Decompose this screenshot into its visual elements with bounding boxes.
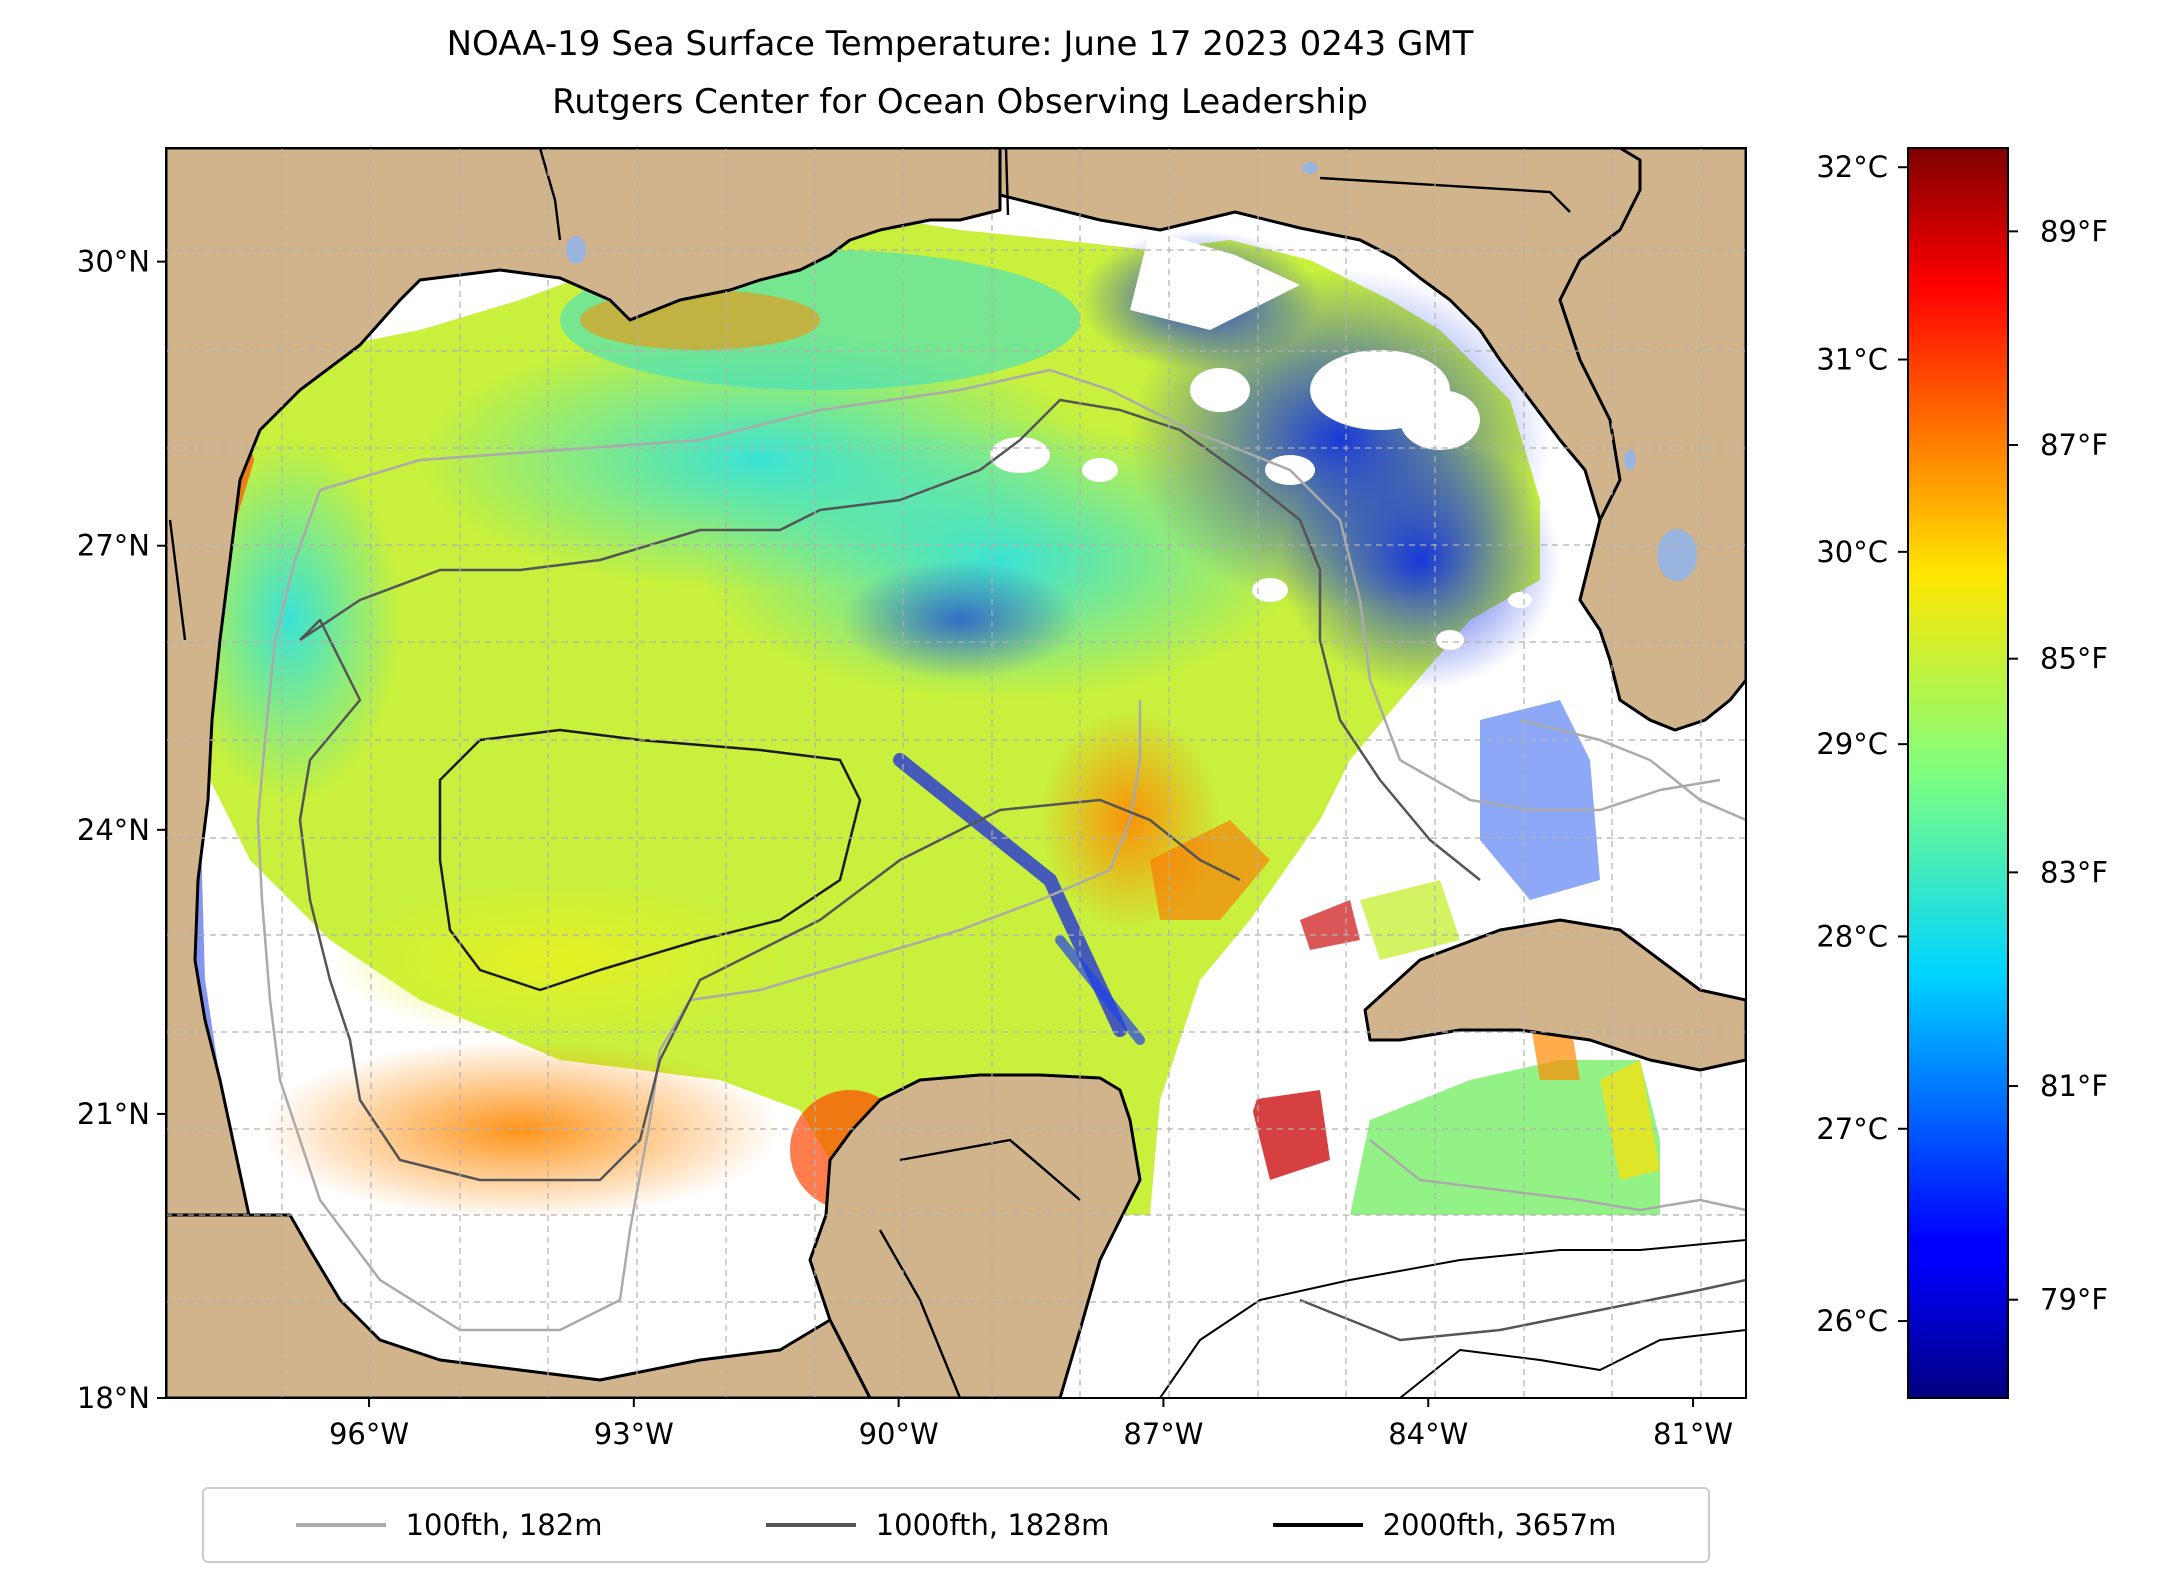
legend-item-1000fth: 1000fth, 1828m (765, 1508, 1110, 1542)
lat-tick-label: 18°N (77, 1381, 150, 1415)
legend-swatch-100fth (295, 1523, 386, 1527)
title-line-2: Rutgers Center for Ocean Observing Leade… (552, 82, 1368, 122)
boundaries (168, 148, 1571, 1398)
lat-tick-label: 27°N (77, 529, 150, 563)
title-line-1: NOAA-19 Sea Surface Temperature: June 17… (446, 24, 1474, 64)
legend-swatch-1000fth (765, 1523, 856, 1527)
lon-tick-label: 96°W (329, 1417, 409, 1451)
legend-item-2000fth: 2000fth, 3657m (1272, 1508, 1617, 1542)
celsius-tick-label: 29°C (1816, 727, 1888, 761)
land (166, 148, 1746, 1398)
fahrenheit-tick-label: 85°F (2040, 642, 2108, 676)
lon-tick-label: 90°W (859, 1417, 939, 1451)
map-frame (165, 147, 1747, 1399)
celsius-tick-label: 26°C (1816, 1304, 1888, 1338)
legend-swatch-2000fth (1272, 1523, 1363, 1527)
legend-label-1000fth: 1000fth, 1828m (875, 1508, 1110, 1542)
fahrenheit-tick-label: 79°F (2040, 1283, 2108, 1317)
lon-tick-label: 81°W (1653, 1417, 1733, 1451)
celsius-tick-label: 32°C (1816, 150, 1888, 184)
fahrenheit-tick-label: 81°F (2040, 1069, 2108, 1103)
lakes (566, 162, 1697, 581)
lon-tick-label: 87°W (1123, 1417, 1203, 1451)
depth-contours (256, 368, 1746, 1398)
fahrenheit-tick-label: 87°F (2040, 428, 2108, 462)
fahrenheit-tick-label: 83°F (2040, 855, 2108, 889)
fahrenheit-tick-label: 89°F (2040, 214, 2108, 248)
longitude-axis: 96°W 93°W 90°W 87°W 84°W 81°W (329, 1398, 1733, 1451)
latitude-axis: 30°N 27°N 24°N 21°N 18°N (77, 245, 166, 1415)
map-panel (166, 148, 1746, 1398)
lat-tick-label: 24°N (77, 813, 150, 847)
celsius-tick-label: 31°C (1816, 343, 1888, 377)
colorbar-celsius-axis: 32°C 31°C 30°C 29°C 28°C 27°C 26°C (1816, 150, 1908, 1338)
lon-tick-label: 84°W (1388, 1417, 1468, 1451)
celsius-tick-label: 27°C (1816, 1112, 1888, 1146)
colorbar (1907, 147, 2009, 1399)
celsius-tick-label: 30°C (1816, 535, 1888, 569)
depth-legend: 100fth, 182m 1000fth, 1828m 2000fth, 365… (202, 1487, 1710, 1563)
legend-label-2000fth: 2000fth, 3657m (1382, 1508, 1617, 1542)
legend-item-100fth: 100fth, 182m (295, 1508, 603, 1542)
lon-tick-label: 93°W (594, 1417, 674, 1451)
lat-tick-label: 21°N (77, 1097, 150, 1131)
legend-label-100fth: 100fth, 182m (405, 1508, 603, 1542)
sst-field (180, 210, 1660, 1220)
lat-tick-label: 30°N (77, 245, 150, 279)
colorbar-fahrenheit-axis: 89°F 87°F 85°F 83°F 81°F 79°F (2008, 214, 2108, 1317)
celsius-tick-label: 28°C (1816, 919, 1888, 953)
